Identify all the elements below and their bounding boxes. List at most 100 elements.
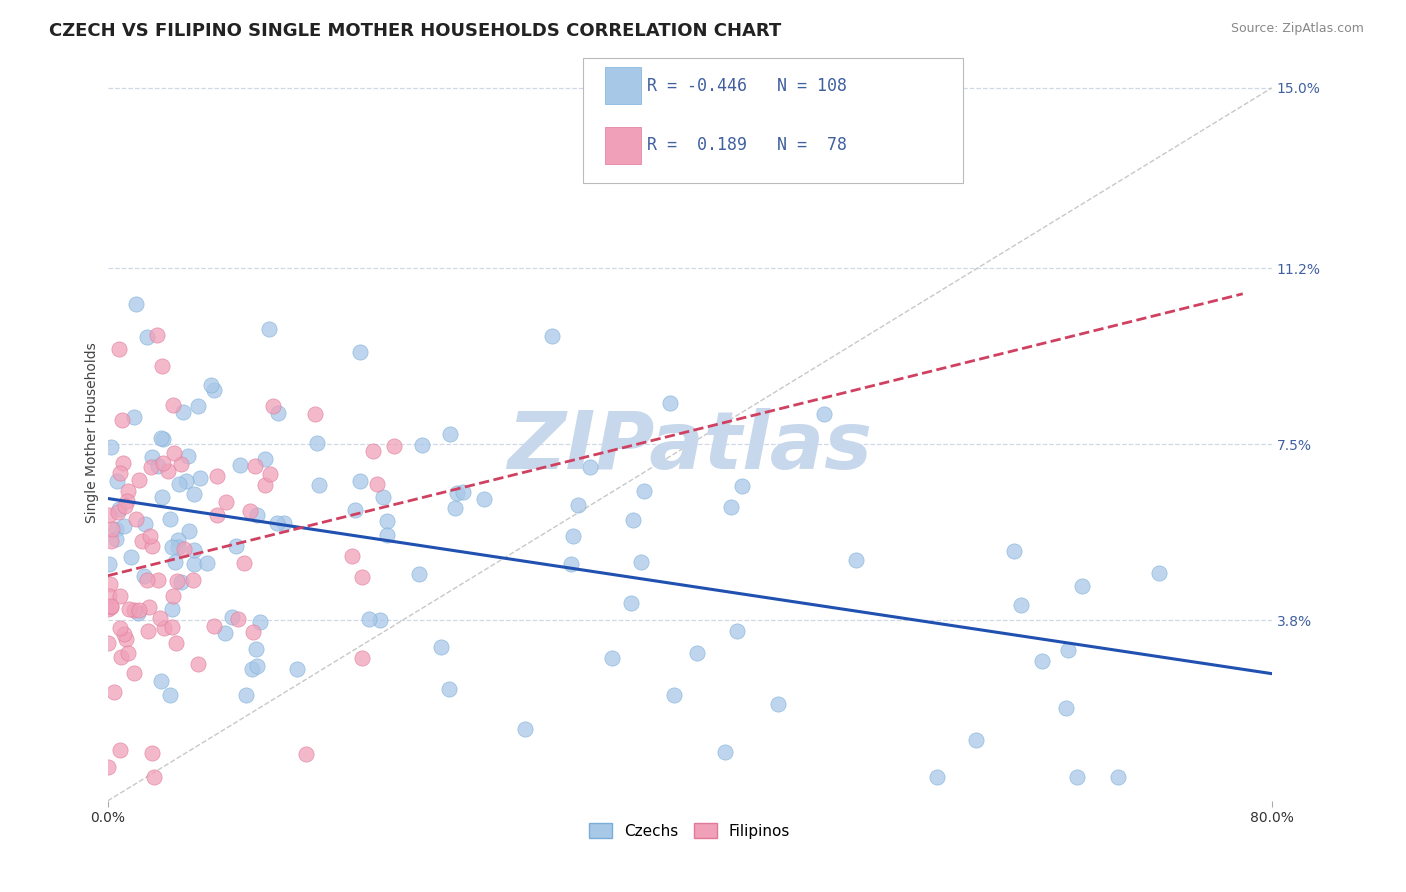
Point	[104, 532, 127, 546]
Point	[246, 508, 269, 523]
Point	[105, 522, 128, 536]
Point	[115, 493, 138, 508]
Point	[120, 549, 142, 564]
Point	[136, 574, 159, 588]
Point	[152, 621, 174, 635]
Point	[1010, 598, 1032, 612]
Point	[163, 555, 186, 569]
Point	[600, 650, 623, 665]
Point	[160, 540, 183, 554]
Point	[363, 444, 385, 458]
Point	[156, 464, 179, 478]
Point	[200, 378, 222, 392]
Point	[766, 698, 789, 712]
Point	[141, 539, 163, 553]
Point	[242, 624, 264, 639]
Point	[100, 600, 122, 615]
Point	[181, 574, 204, 588]
Point	[352, 569, 374, 583]
Point	[165, 636, 187, 650]
Point	[1031, 654, 1053, 668]
Point	[725, 624, 748, 639]
Point	[366, 477, 388, 491]
Y-axis label: Single Mother Households: Single Mother Households	[86, 343, 100, 523]
Point	[257, 322, 280, 336]
Point	[204, 383, 226, 397]
Point	[143, 770, 166, 784]
Point	[97, 636, 120, 650]
Point	[205, 469, 228, 483]
Point	[166, 533, 188, 548]
Point	[134, 516, 156, 531]
Point	[98, 589, 121, 603]
Point	[150, 673, 173, 688]
Point	[149, 431, 172, 445]
Point	[101, 522, 124, 536]
Point	[162, 620, 184, 634]
Point	[446, 485, 468, 500]
Point	[139, 459, 162, 474]
Point	[578, 459, 600, 474]
Point	[124, 297, 146, 311]
Point	[107, 505, 129, 519]
Point	[98, 557, 121, 571]
Point	[232, 556, 254, 570]
Text: R = -0.446   N = 108: R = -0.446 N = 108	[647, 77, 846, 95]
Point	[172, 405, 194, 419]
Point	[266, 516, 288, 530]
Point	[141, 450, 163, 465]
Point	[240, 662, 263, 676]
Point	[620, 596, 643, 610]
Point	[1057, 643, 1080, 657]
Point	[430, 640, 453, 654]
Point	[1054, 701, 1077, 715]
Point	[541, 328, 564, 343]
Point	[162, 398, 184, 412]
Point	[136, 330, 159, 344]
Point	[108, 621, 131, 635]
Point	[112, 519, 135, 533]
Point	[122, 603, 145, 617]
Point	[183, 542, 205, 557]
Point	[114, 627, 136, 641]
Point	[245, 641, 267, 656]
Point	[659, 395, 682, 409]
Point	[170, 457, 193, 471]
Point	[249, 615, 271, 629]
Point	[114, 500, 136, 514]
Point	[105, 474, 128, 488]
Point	[1071, 579, 1094, 593]
Point	[159, 688, 181, 702]
Point	[150, 359, 173, 373]
Point	[308, 477, 330, 491]
Point	[117, 483, 139, 498]
Point	[177, 449, 200, 463]
Point	[166, 540, 188, 554]
Point	[560, 557, 582, 571]
Legend: Czechs, Filipinos: Czechs, Filipinos	[583, 816, 796, 845]
Point	[246, 658, 269, 673]
Point	[630, 555, 652, 569]
Point	[148, 459, 170, 474]
Point	[170, 574, 193, 589]
Point	[124, 666, 146, 681]
Point	[1002, 544, 1025, 558]
Point	[100, 440, 122, 454]
Point	[195, 556, 218, 570]
Point	[152, 456, 174, 470]
Point	[202, 619, 225, 633]
Point	[307, 435, 329, 450]
Text: Source: ZipAtlas.com: Source: ZipAtlas.com	[1230, 22, 1364, 36]
Point	[664, 688, 686, 702]
Point	[152, 432, 174, 446]
Point	[925, 770, 948, 784]
Point	[177, 524, 200, 538]
Point	[845, 553, 868, 567]
Point	[382, 439, 405, 453]
Point	[304, 408, 326, 422]
Point	[162, 446, 184, 460]
Point	[294, 747, 316, 761]
Point	[110, 649, 132, 664]
Point	[124, 409, 146, 424]
Point	[408, 566, 430, 581]
